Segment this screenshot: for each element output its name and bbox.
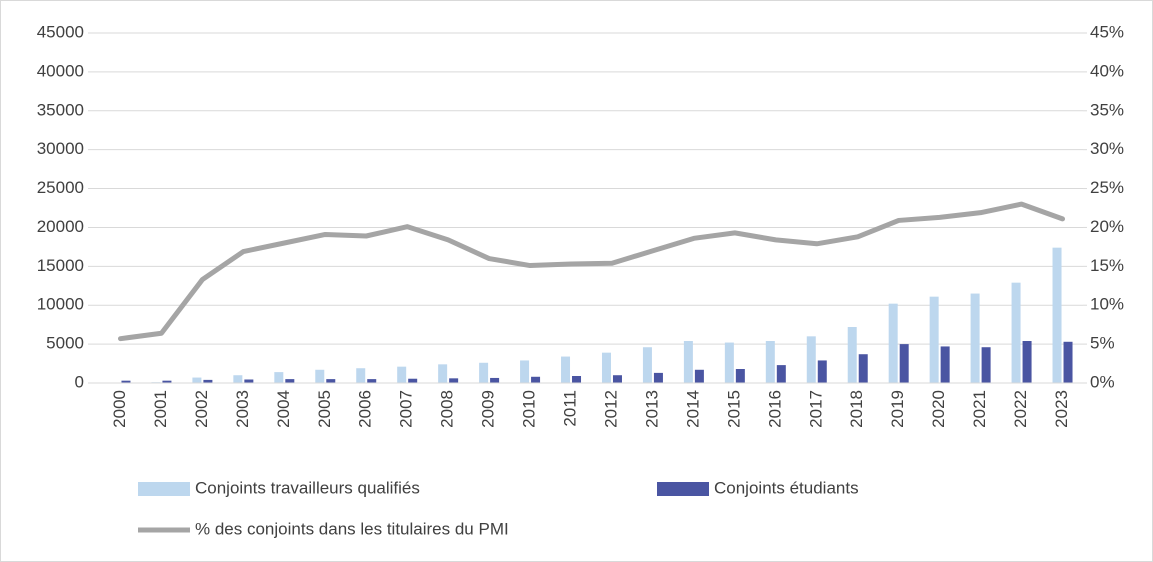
bar xyxy=(612,375,622,383)
legend-label: Conjoints travailleurs qualifiés xyxy=(195,478,420,497)
bar xyxy=(121,380,131,383)
y2-tick-label: 30% xyxy=(1090,139,1124,158)
x-tick-label: 2011 xyxy=(561,390,580,427)
bar xyxy=(806,336,816,383)
x-tick-label: 2022 xyxy=(1011,390,1030,428)
bar xyxy=(244,379,254,383)
y2-tick-label: 15% xyxy=(1090,256,1124,275)
x-tick-label: 2013 xyxy=(642,390,661,428)
bar xyxy=(683,341,693,383)
x-tick-label: 2005 xyxy=(315,390,334,428)
bar xyxy=(572,376,582,383)
bar xyxy=(285,379,295,383)
y-tick-label: 15000 xyxy=(37,256,84,275)
bar xyxy=(601,352,611,383)
legend-swatch xyxy=(138,482,190,496)
bar xyxy=(490,377,500,383)
y-tick-label: 10000 xyxy=(37,295,84,314)
y2-tick-label: 0% xyxy=(1090,372,1115,391)
bar xyxy=(356,368,366,383)
bar xyxy=(520,360,530,383)
y2-tick-label: 40% xyxy=(1090,61,1124,80)
bar xyxy=(899,344,909,383)
y2-tick-label: 35% xyxy=(1090,100,1124,119)
y2-tick-label: 10% xyxy=(1090,295,1124,314)
y-tick-label: 5000 xyxy=(46,334,84,353)
line-series xyxy=(117,201,1066,342)
x-tick-label: 2006 xyxy=(356,390,375,428)
x-tick-label: 2007 xyxy=(397,390,416,428)
x-tick-label: 2001 xyxy=(151,390,170,428)
x-tick-label: 2021 xyxy=(970,390,989,428)
x-tick-label: 2002 xyxy=(192,390,211,428)
x-tick-label: 2019 xyxy=(888,390,907,428)
bar xyxy=(929,296,939,383)
y2-tick-label: 5% xyxy=(1090,334,1115,353)
bar xyxy=(642,347,652,383)
x-tick-label: 2017 xyxy=(806,390,825,428)
bar xyxy=(735,369,745,383)
bar xyxy=(776,365,786,383)
y2-tick-label: 25% xyxy=(1090,178,1124,197)
bar xyxy=(765,341,775,383)
bar xyxy=(162,380,172,383)
y-tick-label: 25000 xyxy=(37,178,84,197)
x-tick-label: 2000 xyxy=(110,390,129,428)
bar xyxy=(561,356,571,383)
x-tick-label: 2023 xyxy=(1052,390,1071,428)
bar xyxy=(1052,247,1062,383)
x-tick-label: 2008 xyxy=(438,390,457,428)
bar xyxy=(531,376,541,383)
bar xyxy=(888,303,898,383)
bar xyxy=(203,379,213,383)
x-tick-label: 2009 xyxy=(479,390,498,428)
legend-label: % des conjoints dans les titulaires du P… xyxy=(195,519,509,538)
bar xyxy=(438,364,448,383)
y-tick-label: 0 xyxy=(75,372,84,391)
y-tick-label: 40000 xyxy=(37,61,84,80)
x-tick-label: 2003 xyxy=(233,390,252,428)
x-tick-label: 2010 xyxy=(520,390,539,428)
bar xyxy=(233,375,243,383)
bar xyxy=(192,377,202,383)
bar xyxy=(940,346,950,383)
y-tick-label: 30000 xyxy=(37,139,84,158)
y2-tick-label: 20% xyxy=(1090,217,1124,236)
bar xyxy=(274,372,284,383)
bar xyxy=(858,354,868,383)
bar xyxy=(1063,341,1073,383)
legend-label: Conjoints étudiants xyxy=(714,478,859,497)
bar xyxy=(397,366,407,383)
bar xyxy=(408,378,418,383)
x-tick-label: 2014 xyxy=(683,390,702,428)
bar xyxy=(981,347,991,383)
bar xyxy=(315,369,325,383)
legend-swatch xyxy=(657,482,709,496)
x-tick-label: 2012 xyxy=(601,390,620,428)
x-tick-label: 2018 xyxy=(847,390,866,428)
bar xyxy=(970,293,980,383)
y-tick-label: 45000 xyxy=(37,22,84,41)
bar xyxy=(479,362,489,383)
bar xyxy=(1022,341,1032,383)
bar xyxy=(724,342,734,383)
x-tick-label: 2016 xyxy=(765,390,784,428)
bar xyxy=(847,327,857,383)
y-tick-label: 35000 xyxy=(37,100,84,119)
bar xyxy=(326,379,336,383)
y-tick-label: 20000 xyxy=(37,217,84,236)
bar xyxy=(1011,282,1021,383)
x-tick-label: 2015 xyxy=(724,390,743,428)
y2-tick-label: 45% xyxy=(1090,22,1124,41)
bar xyxy=(817,360,827,383)
x-tick-label: 2004 xyxy=(274,390,293,428)
x-tick-label: 2020 xyxy=(929,390,948,428)
bar xyxy=(653,372,663,383)
bar xyxy=(367,379,377,383)
bar xyxy=(694,369,704,383)
bar xyxy=(449,378,459,383)
